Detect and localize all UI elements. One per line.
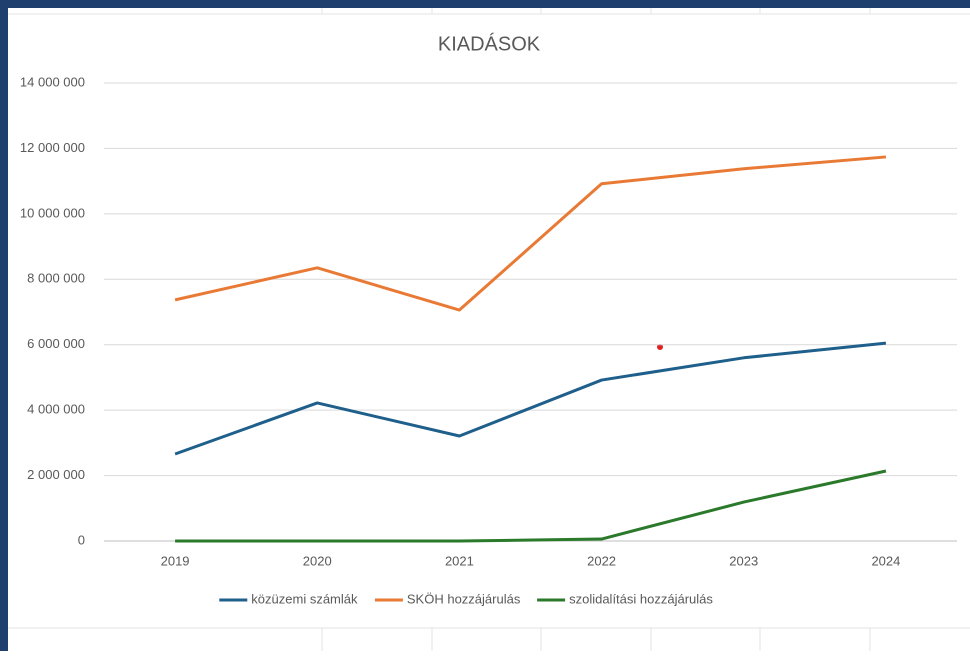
y-tick-label: 0 xyxy=(78,532,85,547)
window-border xyxy=(0,0,970,8)
y-tick-label: 4 000 000 xyxy=(27,402,85,417)
sheet-cells xyxy=(8,8,970,651)
legend-label: közüzemi számlák xyxy=(251,591,358,606)
x-tick-label: 2024 xyxy=(871,553,900,568)
x-tick-label: 2023 xyxy=(729,553,758,568)
y-tick-label: 12 000 000 xyxy=(20,140,85,155)
y-tick-label: 8 000 000 xyxy=(27,271,85,286)
chart-title: KIADÁSOK xyxy=(438,32,541,55)
window-border xyxy=(0,0,8,651)
y-tick-label: 6 000 000 xyxy=(27,336,85,351)
x-tick-label: 2022 xyxy=(587,553,616,568)
y-tick-label: 10 000 000 xyxy=(20,205,85,220)
legend-label: SKÖH hozzájárulás xyxy=(407,591,521,606)
cursor-dot xyxy=(657,344,663,350)
line-series xyxy=(174,341,887,456)
y-tick-label: 2 000 000 xyxy=(27,467,85,482)
x-tick-label: 2021 xyxy=(445,553,474,568)
legend-label: szolidalítási hozzájárulás xyxy=(569,591,713,606)
y-tick-label: 14 000 000 xyxy=(20,74,85,89)
x-tick-label: 2020 xyxy=(303,553,332,568)
line-series xyxy=(175,469,887,543)
line-series xyxy=(174,155,887,312)
x-tick-label: 2019 xyxy=(161,553,190,568)
